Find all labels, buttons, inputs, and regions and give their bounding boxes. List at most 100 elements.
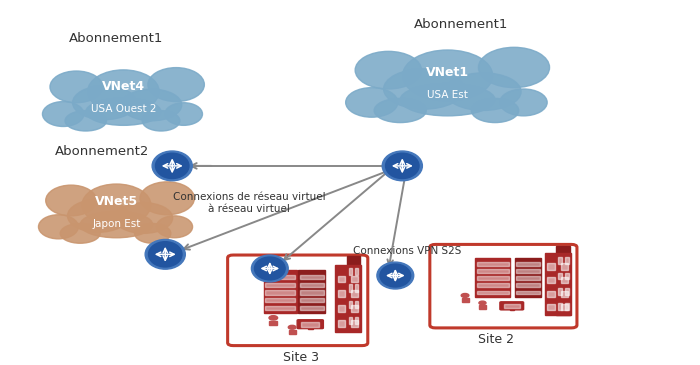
Ellipse shape <box>86 98 161 125</box>
Circle shape <box>269 316 278 320</box>
Text: Abonnement1: Abonnement1 <box>69 32 164 45</box>
Bar <box>477 262 509 266</box>
Bar <box>565 257 569 264</box>
FancyArrow shape <box>270 321 277 325</box>
Bar <box>516 276 540 280</box>
Bar <box>565 273 569 280</box>
Text: Site 3: Site 3 <box>284 351 319 364</box>
Bar <box>504 304 519 308</box>
Ellipse shape <box>142 111 180 131</box>
Bar <box>516 269 540 273</box>
Ellipse shape <box>43 101 84 127</box>
Bar <box>300 283 323 287</box>
Bar <box>298 270 325 313</box>
FancyArrow shape <box>288 330 295 334</box>
Bar <box>547 291 555 297</box>
Ellipse shape <box>50 71 103 103</box>
Ellipse shape <box>471 99 519 123</box>
Bar <box>565 288 569 295</box>
Bar <box>547 304 555 310</box>
Bar <box>337 276 345 283</box>
Ellipse shape <box>402 50 493 101</box>
Ellipse shape <box>148 68 204 101</box>
Ellipse shape <box>374 99 426 123</box>
Ellipse shape <box>65 111 106 131</box>
Bar <box>561 263 568 269</box>
Bar <box>265 291 295 295</box>
Bar <box>547 277 555 283</box>
Ellipse shape <box>46 185 97 216</box>
Text: USA Ouest 2: USA Ouest 2 <box>91 104 156 114</box>
Ellipse shape <box>67 199 129 232</box>
FancyArrow shape <box>461 298 468 302</box>
Text: Abonnement2: Abonnement2 <box>55 145 150 158</box>
Bar <box>265 283 295 287</box>
Ellipse shape <box>382 151 422 181</box>
Text: Abonnement1: Abonnement1 <box>414 18 509 31</box>
Bar <box>516 262 540 266</box>
Bar <box>337 320 345 327</box>
FancyBboxPatch shape <box>298 320 323 328</box>
Ellipse shape <box>80 211 153 238</box>
Bar <box>349 317 352 324</box>
Bar <box>561 304 568 310</box>
Bar <box>337 305 345 312</box>
Ellipse shape <box>88 70 159 113</box>
Ellipse shape <box>500 89 547 116</box>
Ellipse shape <box>115 203 173 233</box>
Bar <box>355 301 358 308</box>
Bar <box>514 258 541 297</box>
Ellipse shape <box>478 47 550 88</box>
Text: VNet5: VNet5 <box>95 195 138 208</box>
Ellipse shape <box>380 264 411 287</box>
Ellipse shape <box>400 84 495 116</box>
Bar <box>477 276 509 280</box>
Bar <box>355 317 358 324</box>
Ellipse shape <box>355 51 421 89</box>
Bar <box>558 288 562 295</box>
Bar <box>337 291 345 297</box>
Ellipse shape <box>122 89 182 121</box>
Bar <box>349 284 352 292</box>
Bar <box>300 298 323 303</box>
Text: Connexions de réseau virtuel
à réseau virtuel: Connexions de réseau virtuel à réseau vi… <box>173 192 326 214</box>
Text: Japon Est: Japon Est <box>92 219 141 229</box>
Bar <box>265 298 295 303</box>
Bar <box>516 291 540 295</box>
Bar <box>558 257 562 264</box>
Ellipse shape <box>251 255 288 282</box>
Ellipse shape <box>145 239 186 269</box>
Ellipse shape <box>140 182 195 215</box>
Bar <box>558 273 562 280</box>
Bar <box>300 306 323 310</box>
FancyBboxPatch shape <box>430 245 577 328</box>
Ellipse shape <box>346 88 398 117</box>
Bar <box>565 303 569 310</box>
Bar <box>351 291 358 297</box>
Bar <box>556 246 570 315</box>
Bar <box>477 291 509 295</box>
FancyArrow shape <box>480 306 486 309</box>
Bar <box>335 265 361 332</box>
Bar <box>263 270 297 313</box>
Bar <box>347 256 360 330</box>
Ellipse shape <box>73 86 136 120</box>
Text: VNet4: VNet4 <box>102 80 145 93</box>
FancyBboxPatch shape <box>500 302 524 310</box>
Bar <box>265 306 295 310</box>
Bar <box>302 322 319 327</box>
Ellipse shape <box>386 153 419 178</box>
Bar <box>351 276 358 283</box>
Bar <box>300 275 323 279</box>
Bar <box>300 291 323 295</box>
Circle shape <box>479 301 486 305</box>
Bar <box>547 263 555 269</box>
Text: Site 2: Site 2 <box>478 334 514 346</box>
Bar <box>561 291 568 297</box>
Ellipse shape <box>134 223 171 243</box>
Bar <box>351 320 358 327</box>
Ellipse shape <box>152 151 193 181</box>
Bar <box>477 269 509 273</box>
Bar <box>516 284 540 287</box>
Ellipse shape <box>255 257 285 280</box>
